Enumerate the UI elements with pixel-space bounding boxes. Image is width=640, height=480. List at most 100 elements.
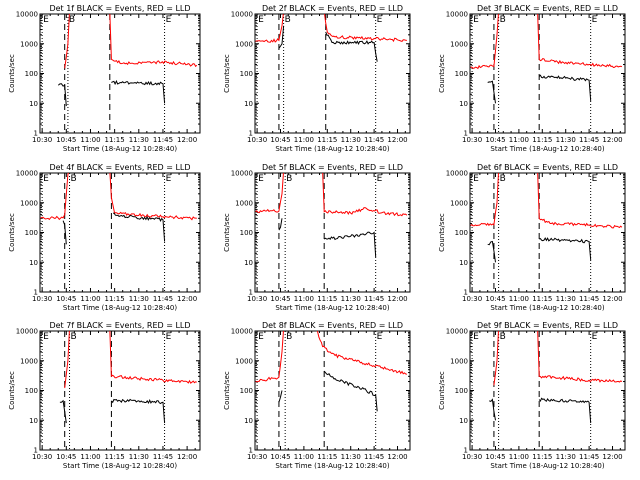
panel-det-4: Det 4f BLACK = Events, RED = LLD 1 10 100 10… <box>8 163 201 312</box>
x-tick-label: 11:00 <box>509 295 529 303</box>
x-tick-label: 12:00 <box>602 295 622 303</box>
x-tick-label: 12:00 <box>177 295 197 303</box>
y-tick-label: 10 <box>29 417 38 425</box>
y-tick-label: 1 <box>34 289 38 297</box>
panel-title: Det 2f BLACK = Events, RED = LLD <box>262 4 403 13</box>
series-lld-line <box>109 331 197 384</box>
series-events-line <box>278 390 283 403</box>
y-axis-label: Counts/sec <box>223 213 231 252</box>
marker-label: E <box>43 174 49 184</box>
series-lld-line <box>316 331 408 375</box>
x-axis-label: Start Time (18-Aug-12 10:28:40) <box>63 145 177 153</box>
series-lld-line <box>255 173 284 214</box>
y-axis-label: Counts/sec <box>8 371 16 410</box>
x-tick-label: 10:30 <box>247 295 267 303</box>
marker-label: E <box>592 332 598 342</box>
x-axis-label: Start Time (18-Aug-12 10:28:40) <box>275 462 389 470</box>
y-tick-label: 1 <box>249 289 253 297</box>
series-lld-line <box>64 331 70 389</box>
x-tick-label: 11:30 <box>341 136 361 144</box>
y-tick-label: 10000 <box>16 328 38 336</box>
x-tick-label: 11:30 <box>129 453 149 461</box>
series-lld-line <box>255 14 284 43</box>
series-events-line <box>489 398 496 421</box>
y-tick-label: 10000 <box>231 328 253 336</box>
series-events-line <box>487 240 496 263</box>
x-tick-label: 10:30 <box>32 453 52 461</box>
marker-label: E <box>258 15 264 25</box>
plot-area <box>470 14 623 133</box>
plot-frame <box>39 330 201 451</box>
panel-title: Det 3f BLACK = Events, RED = LLD <box>477 4 618 13</box>
x-tick-label: 11:45 <box>364 453 384 461</box>
series-events-line <box>323 231 377 258</box>
x-axis-label: Start Time (18-Aug-12 10:28:40) <box>63 462 177 470</box>
y-tick-label: 1000 <box>20 40 38 48</box>
marker-label: E <box>473 15 479 25</box>
marker-label: E <box>377 174 383 184</box>
y-tick-label: 100 <box>240 70 253 78</box>
marker-label: B <box>500 15 506 25</box>
series-lld-line <box>324 14 407 43</box>
x-axis-label: Start Time (18-Aug-12 10:28:40) <box>63 304 177 312</box>
marker-label: E <box>592 174 598 184</box>
series-events-line <box>62 220 67 245</box>
y-tick-label: 10 <box>244 417 253 425</box>
x-tick-label: 11:45 <box>364 136 384 144</box>
x-tick-label: 11:45 <box>153 453 173 461</box>
x-tick-label: 11:00 <box>294 295 314 303</box>
y-tick-label: 10000 <box>231 170 253 178</box>
marker-label: B <box>500 332 506 342</box>
plot-area <box>255 173 408 292</box>
plot-frame <box>254 172 411 293</box>
marker-label: E <box>258 332 264 342</box>
plot-frame <box>254 330 411 451</box>
y-tick-label: 100 <box>25 229 38 237</box>
y-tick-label: 1000 <box>20 357 38 365</box>
marker-label: B <box>69 15 75 25</box>
series-lld-line <box>109 173 197 221</box>
plot-frame <box>469 330 626 451</box>
marker-label: E <box>166 332 172 342</box>
series-events-line <box>538 74 592 101</box>
plot-frame <box>39 13 201 134</box>
panel-title: Det 9f BLACK = Events, RED = LLD <box>477 321 618 330</box>
series-lld-line <box>493 331 499 386</box>
y-tick-label: 10000 <box>446 11 468 19</box>
y-tick-label: 1000 <box>235 40 253 48</box>
x-tick-label: 11:00 <box>509 136 529 144</box>
marker-label: E <box>473 174 479 184</box>
x-tick-label: 10:30 <box>462 295 482 303</box>
y-axis-label: Counts/sec <box>223 54 231 93</box>
panel-title: Det 5f BLACK = Events, RED = LLD <box>262 163 403 172</box>
panel-det-1: Det 1f BLACK = Events, RED = LLD 1 10 100 10… <box>8 4 201 153</box>
x-tick-label: 11:00 <box>80 453 100 461</box>
x-tick-label: 10:45 <box>485 136 505 144</box>
series-events-line <box>325 31 378 62</box>
series-lld-line <box>537 173 623 229</box>
series-events-line <box>111 398 166 424</box>
x-tick-label: 11:15 <box>532 136 552 144</box>
y-tick-label: 1000 <box>235 357 253 365</box>
x-tick-label: 11:45 <box>153 295 173 303</box>
x-tick-label: 12:00 <box>602 136 622 144</box>
panel-title: Det 7f BLACK = Events, RED = LLD <box>49 321 190 330</box>
x-tick-label: 10:30 <box>32 295 52 303</box>
y-tick-label: 1 <box>34 130 38 138</box>
x-tick-label: 11:30 <box>556 295 576 303</box>
panel-det-9: Det 9f BLACK = Events, RED = LLD 1 10 100 10… <box>438 321 626 470</box>
series-events-line <box>539 237 592 260</box>
y-axis-label: Counts/sec <box>438 371 446 410</box>
marker-label: E <box>166 174 172 184</box>
x-tick-label: 10:45 <box>485 295 505 303</box>
y-axis-label: Counts/sec <box>438 213 446 252</box>
x-tick-label: 11:45 <box>579 136 599 144</box>
y-tick-label: 1 <box>464 289 468 297</box>
marker-label: E <box>377 332 383 342</box>
x-tick-label: 12:00 <box>387 295 407 303</box>
y-tick-label: 100 <box>240 229 253 237</box>
plot-area <box>470 173 623 292</box>
x-tick-label: 10:45 <box>485 453 505 461</box>
series-lld-line <box>537 14 623 69</box>
x-tick-label: 11:45 <box>364 295 384 303</box>
